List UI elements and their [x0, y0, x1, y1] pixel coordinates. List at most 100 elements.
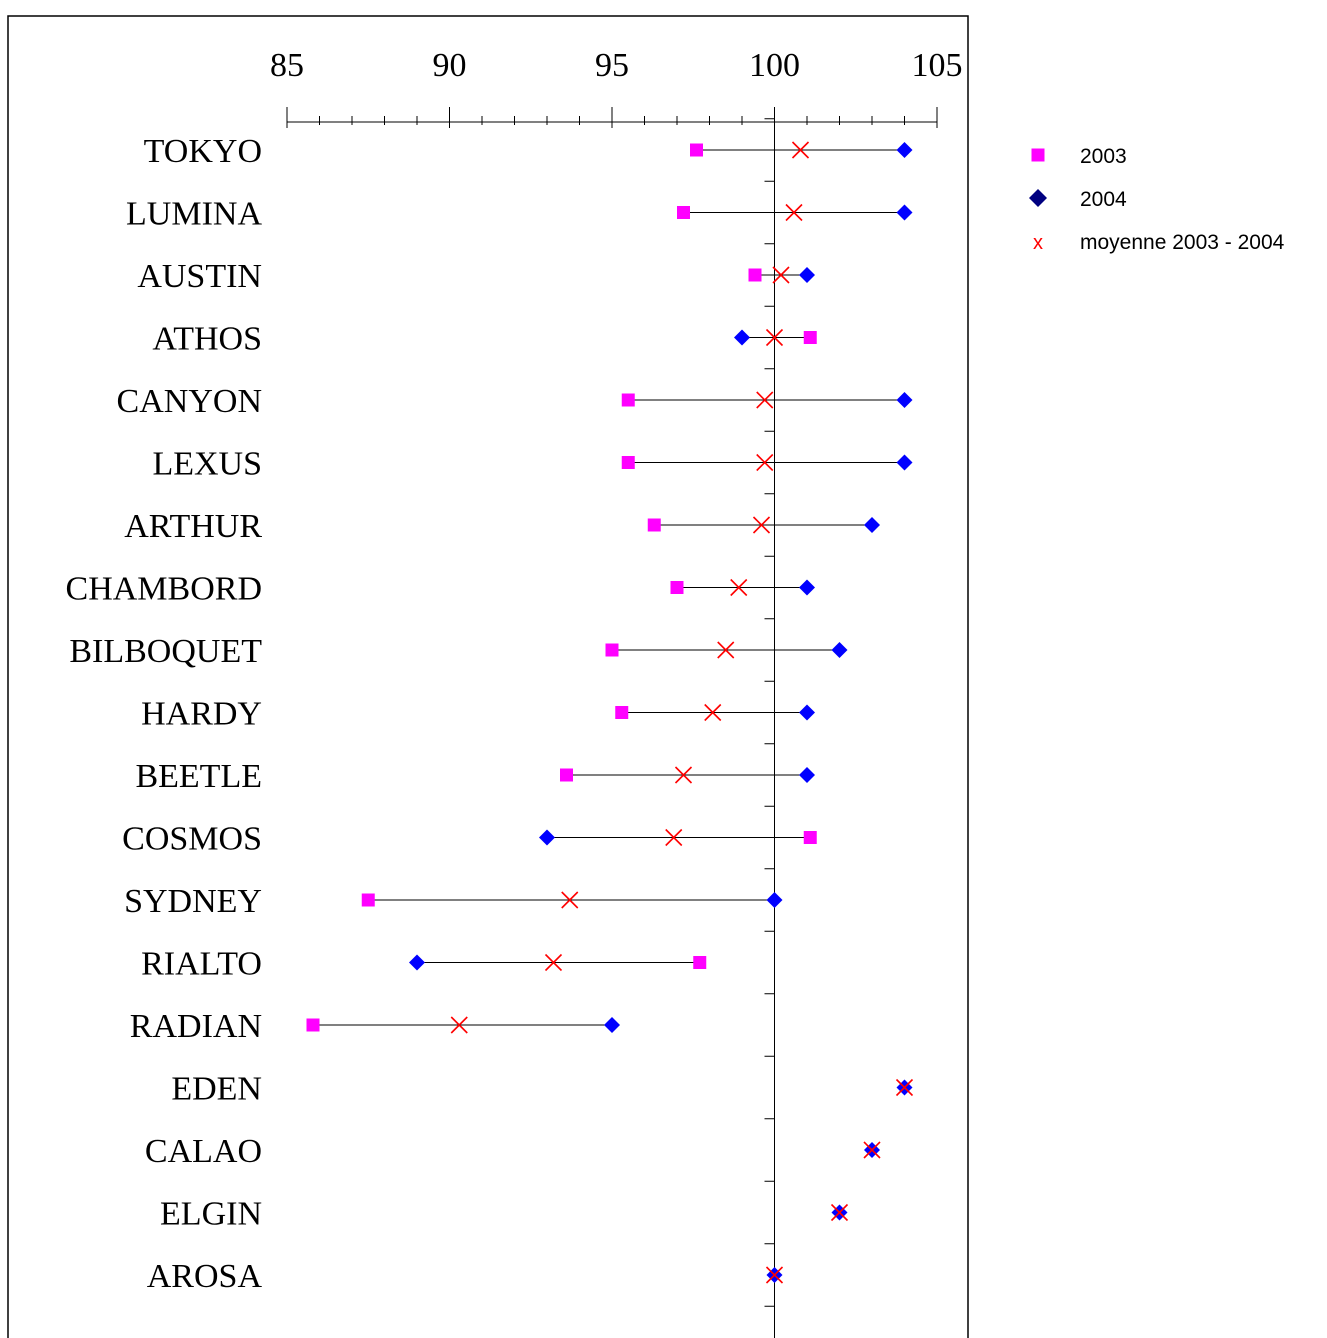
marker-square-2003: [621, 393, 635, 407]
category-label: SYDNEY: [124, 883, 262, 920]
x-tick-label: 100: [749, 47, 800, 84]
x-axis: 85 90 95 100 105: [270, 47, 963, 128]
marker-diamond-2004: [604, 1017, 620, 1033]
x-tick-label: 90: [433, 47, 467, 84]
category-label: RIALTO: [141, 946, 262, 983]
marker-x-moyenne2003-2004: [765, 328, 784, 347]
marker-diamond-2004: [831, 642, 848, 658]
category-label: LEXUS: [152, 446, 262, 483]
x-stroke: [765, 328, 784, 347]
marker-x-moyenne2003-2004: [830, 1203, 849, 1222]
marker-diamond-2004: [864, 517, 880, 533]
category-label: ARTHUR: [124, 508, 262, 545]
category-label: TOKYO: [144, 133, 262, 170]
category-label: LUMINA: [126, 196, 262, 233]
x-stroke: [674, 766, 693, 784]
marker-diamond-2004: [766, 892, 783, 908]
marker-diamond-2004: [409, 954, 425, 971]
marker-x-moyenne2003-2004: [863, 1141, 881, 1159]
marker-x-moyenne2003-2004: [674, 766, 693, 784]
x-stroke: [830, 1203, 849, 1222]
x-stroke: [756, 453, 774, 472]
marker-square-2003: [690, 143, 703, 157]
category-label: CHAMBORD: [66, 571, 262, 608]
category-label: CALAO: [145, 1133, 262, 1170]
marker-square-2003: [361, 893, 375, 907]
marker-diamond-2004: [896, 204, 913, 221]
marker-diamond-2004: [799, 704, 815, 721]
marker-square-2003: [306, 1018, 320, 1032]
marker-diamond-2004: [896, 142, 913, 158]
marker-square-2003: [803, 331, 817, 344]
x-stroke: [756, 391, 774, 409]
marker-x-moyenne2003-2004: [752, 516, 771, 534]
category-label: RADIAN: [130, 1008, 262, 1045]
marker-x-moyenne2003-2004: [785, 203, 803, 222]
marker-x-moyenne2003-2004: [765, 1266, 784, 1284]
x-stroke: [765, 1266, 784, 1284]
plot-frame: [7, 15, 969, 1338]
marker-diamond-2004: [896, 454, 913, 471]
marker-x-moyenne2003-2004: [756, 391, 774, 409]
x-stroke: [561, 891, 579, 909]
marker-square-2003: [693, 956, 707, 969]
x-tick-label: 85: [270, 47, 304, 84]
marker-square-2003: [677, 206, 690, 219]
legend-label: moyenne 2003 - 2004: [1080, 231, 1285, 254]
marker-diamond-2004: [539, 829, 555, 846]
x-stroke: [752, 516, 771, 534]
marker-square-2003: [605, 643, 619, 657]
x-stroke: [544, 953, 563, 972]
category-labels: TOKYO LUMINA AUSTIN ATHOS CANYON LEXUS ARTHUR C…: [66, 133, 263, 1295]
x-stroke: [863, 1141, 881, 1159]
x-stroke: [772, 266, 790, 284]
legend-marker-square: [1031, 148, 1045, 162]
marker-square-2003: [803, 831, 817, 844]
legend-label: 2003: [1080, 145, 1127, 168]
marker-diamond-2004: [799, 767, 815, 783]
x-stroke: [717, 641, 735, 659]
marker-square-2003: [647, 518, 661, 532]
marker-x-moyenne2003-2004: [717, 641, 735, 659]
marker-x-moyenne2003-2004: [730, 578, 748, 597]
legend: 2003 2004 x moyenne 2003 - 2004: [1029, 145, 1285, 254]
category-label: EDEN: [171, 1071, 262, 1108]
marker-x-moyenne2003-2004: [544, 953, 563, 972]
x-stroke: [730, 578, 748, 597]
data-markers: [306, 141, 914, 1284]
legend-x-glyph: x: [1033, 232, 1043, 254]
marker-diamond-2004: [799, 267, 815, 283]
x-stroke: [450, 1016, 468, 1034]
x-stroke: [895, 1078, 914, 1097]
legend-marker-diamond: [1029, 189, 1047, 207]
category-label: ATHOS: [152, 321, 262, 358]
marker-square-2003: [670, 581, 684, 594]
category-label: AROSA: [147, 1258, 263, 1295]
category-label: ELGIN: [160, 1196, 262, 1233]
category-label: AUSTIN: [137, 258, 262, 295]
marker-x-moyenne2003-2004: [772, 266, 790, 284]
x-stroke: [791, 141, 810, 159]
x-stroke: [785, 203, 803, 222]
marker-x-moyenne2003-2004: [791, 141, 810, 159]
marker-x-moyenne2003-2004: [895, 1078, 914, 1097]
reference-line: [764, 118, 775, 1338]
x-stroke: [704, 703, 722, 722]
marker-square-2003: [748, 268, 762, 282]
marker-square-2003: [615, 706, 629, 719]
marker-diamond-2004: [799, 579, 815, 596]
marker-x-moyenne2003-2004: [704, 703, 722, 722]
marker-square-2003: [621, 456, 635, 469]
x-stroke: [665, 828, 683, 847]
x-tick-label: 95: [595, 47, 629, 84]
category-label: BILBOQUET: [69, 633, 262, 670]
marker-diamond-2004: [734, 329, 750, 346]
category-label: HARDY: [141, 696, 262, 733]
x-tick-label: 105: [912, 47, 963, 84]
marker-x-moyenne2003-2004: [561, 891, 579, 909]
category-label: BEETLE: [135, 758, 262, 795]
marker-x-moyenne2003-2004: [665, 828, 683, 847]
legend-label: 2004: [1080, 188, 1127, 211]
marker-x-moyenne2003-2004: [756, 453, 774, 472]
